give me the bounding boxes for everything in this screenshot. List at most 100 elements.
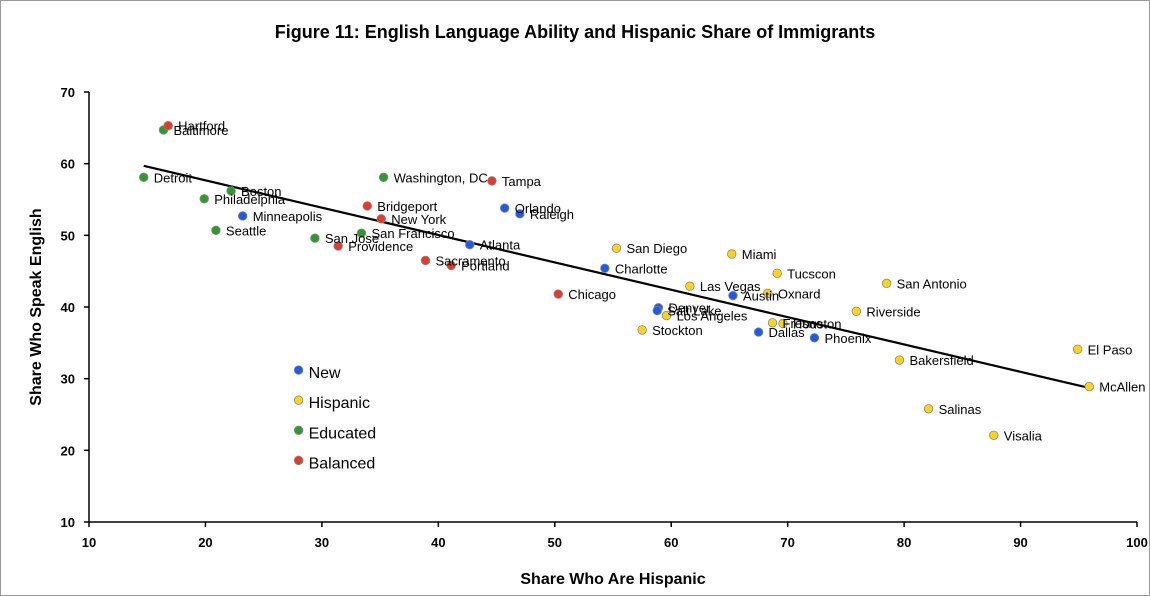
data-point — [139, 172, 149, 182]
point-label: Salt Lake — [667, 304, 721, 319]
point-label: Houston — [793, 316, 841, 331]
data-point — [356, 228, 367, 238]
data-point — [851, 306, 862, 317]
data-point — [211, 225, 221, 236]
point-label: Denver — [668, 301, 711, 316]
point-label: Oxnard — [778, 286, 821, 301]
point-label: Minneapolis — [253, 209, 323, 224]
data-point — [611, 243, 622, 253]
point-label: Phoenix — [824, 331, 871, 346]
point-label: Detroit — [154, 170, 193, 185]
data-point — [881, 278, 892, 289]
y-tick-label: 10 — [61, 515, 75, 530]
point-label: Hartford — [178, 119, 225, 134]
legend-label: New — [309, 365, 341, 382]
point-label: Atlanta — [480, 238, 521, 253]
y-axis-title: Share Who Speak English — [28, 208, 45, 405]
data-point — [487, 176, 497, 186]
point-label: Visalia — [1004, 428, 1043, 443]
point-label: Portland — [461, 258, 509, 273]
data-point — [446, 260, 456, 271]
point-label: Miami — [742, 247, 777, 262]
data-point — [778, 318, 788, 329]
data-point — [1072, 344, 1083, 354]
x-tick-label: 60 — [664, 535, 678, 550]
data-point — [553, 289, 563, 299]
legend-marker — [293, 425, 304, 435]
data-point — [772, 268, 782, 279]
legend-label: Balanced — [309, 455, 376, 472]
data-point — [600, 263, 610, 274]
x-tick-label: 100 — [1126, 535, 1148, 550]
data-point — [652, 305, 662, 316]
point-label: Philadelphia — [214, 192, 286, 207]
data-point — [763, 288, 773, 299]
point-label: Salinas — [939, 402, 982, 417]
point-label: Los Angeles — [677, 309, 748, 324]
point-label: Tucscon — [787, 266, 836, 281]
point-label: Tampa — [502, 174, 542, 189]
point-label: Providence — [348, 239, 413, 254]
data-points — [139, 120, 1094, 440]
point-label: Riverside — [866, 304, 920, 319]
data-point — [894, 355, 905, 365]
point-label: San Francisco — [371, 226, 454, 241]
data-point — [310, 233, 320, 243]
point-label: Fresno — [783, 316, 823, 331]
point-label: Boston — [241, 184, 281, 199]
x-tick-label: 70 — [780, 535, 794, 550]
legend-marker — [293, 365, 304, 375]
data-point — [661, 310, 672, 321]
point-label: San Antonio — [897, 276, 967, 291]
point-label: Chicago — [568, 287, 616, 302]
point-label: Charlotte — [615, 261, 668, 276]
trendline-group — [143, 164, 1090, 390]
data-point — [923, 404, 934, 414]
data-point — [238, 211, 248, 221]
point-label: Dallas — [769, 325, 806, 340]
x-axis-title: Share Who Are Hispanic — [520, 571, 705, 588]
point-label: Las Vegas — [700, 279, 761, 294]
point-label: Baltimore — [174, 123, 229, 138]
point-label: Stockton — [652, 323, 703, 338]
axes: 10 20 30 40 50 60 70 10 20 30 40 50 60 70 80 90 100 — [61, 85, 1148, 550]
data-point — [809, 333, 820, 343]
data-point — [333, 241, 343, 251]
trendline — [143, 164, 1090, 390]
data-point — [163, 120, 173, 131]
point-label: Sacramento — [436, 253, 506, 268]
data-point — [376, 214, 386, 224]
legend: New Hispanic Educated Balanced — [293, 365, 376, 472]
y-tick-label: 30 — [61, 372, 75, 387]
data-point — [362, 201, 373, 211]
data-point — [420, 255, 431, 266]
legend-marker — [293, 455, 304, 466]
point-label: Raleigh — [530, 207, 574, 222]
point-label: Seattle — [226, 223, 266, 238]
x-tick-label: 40 — [431, 535, 445, 550]
data-point — [685, 281, 695, 291]
chart-title: Figure 11: English Language Ability and … — [274, 22, 876, 42]
data-point — [465, 239, 475, 250]
data-point — [226, 186, 236, 196]
point-label: Bridgeport — [377, 199, 437, 214]
data-point — [728, 290, 738, 301]
x-tick-label: 90 — [1013, 535, 1027, 550]
x-tick-label: 80 — [897, 535, 911, 550]
data-point — [500, 203, 510, 213]
x-tick-label: 10 — [82, 535, 96, 550]
point-label: El Paso — [1088, 342, 1133, 357]
data-point — [767, 318, 778, 328]
y-tick-label: 70 — [61, 85, 75, 100]
data-point — [989, 430, 999, 440]
y-tick-label: 40 — [61, 300, 75, 315]
data-point — [515, 209, 525, 219]
data-point — [727, 249, 737, 259]
point-label: Austin — [743, 289, 779, 304]
data-point — [637, 325, 647, 335]
legend-marker — [293, 395, 304, 405]
point-label: Orlando — [515, 201, 561, 216]
